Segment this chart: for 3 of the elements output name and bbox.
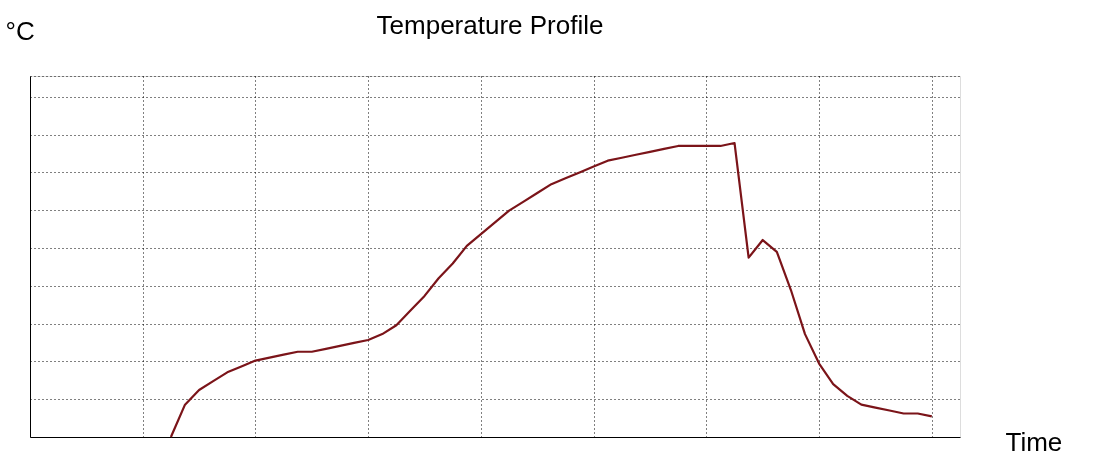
y-axis-title: °C [5, 15, 35, 46]
x-axis-title: Time [1005, 426, 1063, 453]
chart-title: Temperature Profile [376, 10, 604, 40]
